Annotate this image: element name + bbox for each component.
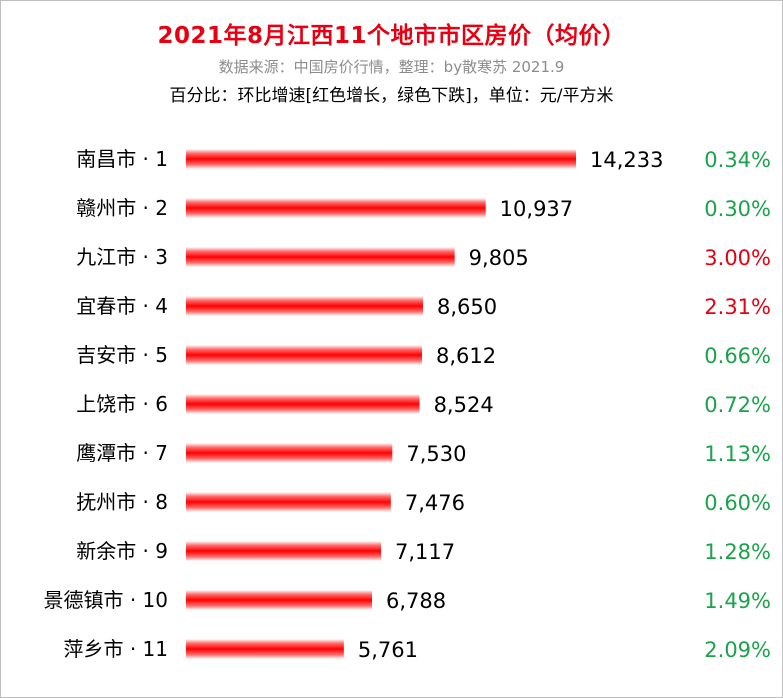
value-label: 7,476 xyxy=(405,491,465,515)
category-label: 吉安市 · 5 xyxy=(76,343,168,367)
category-label: 鹰潭市 · 7 xyxy=(76,441,168,465)
change-label: 0.60% xyxy=(704,491,771,515)
category-label: 萍乡市 · 11 xyxy=(63,637,168,661)
value-label: 7,117 xyxy=(395,540,455,564)
category-label: 新余市 · 9 xyxy=(76,539,168,563)
chart-title: 2021年8月江西11个地市市区房价（均价） xyxy=(157,23,626,49)
bar xyxy=(186,296,424,316)
category-label: 南昌市 · 1 xyxy=(76,147,168,171)
bar xyxy=(186,639,344,659)
category-label: 赣州市 · 2 xyxy=(76,196,168,220)
value-label: 8,612 xyxy=(436,344,496,368)
bar xyxy=(186,590,372,610)
bar xyxy=(186,345,422,365)
value-label: 8,650 xyxy=(437,295,497,319)
value-label: 7,530 xyxy=(406,442,466,466)
bar xyxy=(186,443,393,463)
value-label: 6,788 xyxy=(386,589,446,613)
category-label: 景德镇市 · 10 xyxy=(43,588,168,612)
value-label: 14,233 xyxy=(590,148,663,172)
change-label: 1.13% xyxy=(704,442,771,466)
bar xyxy=(186,394,420,414)
chart-source: 数据来源：中国房价行情，整理：by散寒苏 2021.9 xyxy=(218,58,565,76)
change-label: 2.31% xyxy=(704,295,771,319)
category-label: 抚州市 · 8 xyxy=(76,490,168,514)
value-label: 9,805 xyxy=(469,246,529,270)
value-label: 8,524 xyxy=(434,393,494,417)
bar xyxy=(186,492,391,512)
change-label: 0.30% xyxy=(704,197,771,221)
change-label: 0.66% xyxy=(704,344,771,368)
change-label: 1.49% xyxy=(704,589,771,613)
value-label: 10,937 xyxy=(500,197,573,221)
bar xyxy=(186,541,382,561)
change-label: 1.28% xyxy=(704,540,771,564)
category-label: 宜春市 · 4 xyxy=(76,294,168,318)
change-label: 2.09% xyxy=(704,638,771,662)
category-label: 九江市 · 3 xyxy=(76,245,168,269)
change-label: 0.72% xyxy=(704,393,771,417)
bar xyxy=(186,149,576,169)
bar xyxy=(186,198,486,218)
change-label: 0.34% xyxy=(704,148,771,172)
bar xyxy=(186,247,455,267)
category-label: 上饶市 · 6 xyxy=(76,392,168,416)
chart-note: 百分比：环比增速[红色增长，绿色下跌]，单位：元/平方米 xyxy=(169,86,614,106)
value-label: 5,761 xyxy=(358,638,418,662)
change-label: 3.00% xyxy=(704,246,771,270)
